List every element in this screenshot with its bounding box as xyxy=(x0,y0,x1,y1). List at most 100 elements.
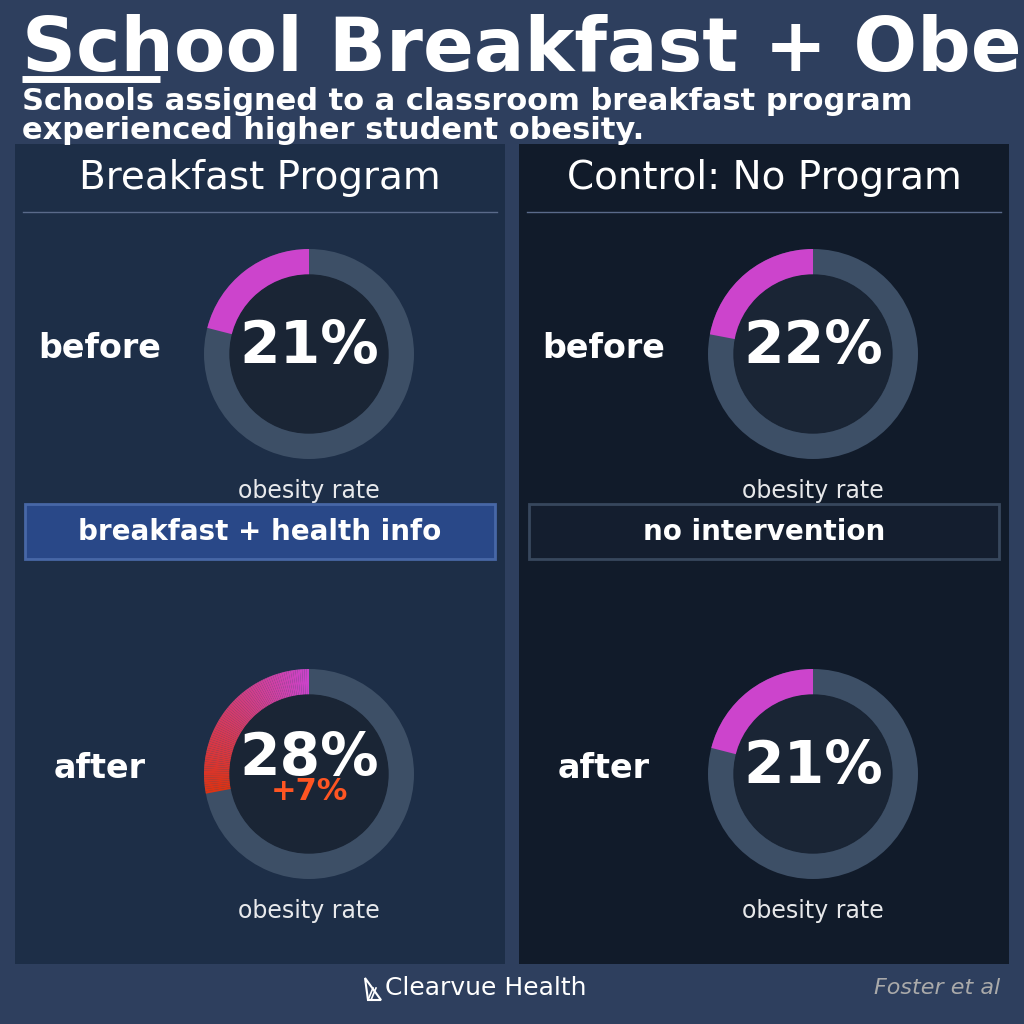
Wedge shape xyxy=(207,748,232,756)
Wedge shape xyxy=(708,249,918,459)
Wedge shape xyxy=(206,787,231,794)
Text: 28%: 28% xyxy=(240,730,379,787)
Wedge shape xyxy=(254,683,269,707)
Wedge shape xyxy=(206,755,231,761)
Wedge shape xyxy=(250,686,266,709)
Text: Foster et al: Foster et al xyxy=(873,978,1000,998)
Wedge shape xyxy=(213,730,238,742)
Wedge shape xyxy=(286,671,294,697)
Wedge shape xyxy=(206,751,232,758)
Wedge shape xyxy=(282,672,290,697)
Wedge shape xyxy=(207,249,309,335)
Wedge shape xyxy=(300,670,304,695)
Wedge shape xyxy=(245,689,262,712)
Wedge shape xyxy=(205,783,230,790)
Wedge shape xyxy=(280,673,289,698)
Text: no intervention: no intervention xyxy=(643,517,885,546)
Text: Breakfast Program: Breakfast Program xyxy=(79,159,440,197)
Wedge shape xyxy=(204,768,230,771)
Wedge shape xyxy=(266,677,279,701)
Wedge shape xyxy=(264,678,276,702)
Wedge shape xyxy=(232,700,253,720)
Wedge shape xyxy=(228,706,249,724)
Wedge shape xyxy=(302,669,305,695)
Wedge shape xyxy=(204,669,414,879)
Wedge shape xyxy=(204,249,414,459)
Wedge shape xyxy=(209,741,233,751)
Text: Schools assigned to a classroom breakfast program: Schools assigned to a classroom breakfas… xyxy=(22,87,912,116)
Wedge shape xyxy=(247,688,263,711)
Wedge shape xyxy=(712,669,813,755)
Text: obesity rate: obesity rate xyxy=(239,899,380,923)
Wedge shape xyxy=(221,715,244,731)
Wedge shape xyxy=(229,703,251,722)
Text: Clearvue Health: Clearvue Health xyxy=(385,976,587,1000)
Wedge shape xyxy=(218,720,241,735)
Wedge shape xyxy=(260,680,273,705)
Wedge shape xyxy=(275,674,285,699)
Wedge shape xyxy=(219,718,242,733)
Wedge shape xyxy=(211,735,236,746)
Wedge shape xyxy=(234,698,254,719)
Wedge shape xyxy=(214,726,239,739)
Text: after: after xyxy=(54,753,146,785)
Text: before: before xyxy=(543,333,666,366)
Wedge shape xyxy=(289,671,295,696)
Wedge shape xyxy=(307,669,309,695)
Text: after: after xyxy=(558,753,650,785)
Wedge shape xyxy=(236,697,255,717)
FancyBboxPatch shape xyxy=(519,144,1009,964)
Wedge shape xyxy=(238,695,257,716)
Wedge shape xyxy=(215,724,240,738)
Text: obesity rate: obesity rate xyxy=(742,479,884,503)
Wedge shape xyxy=(241,692,259,714)
Wedge shape xyxy=(205,764,230,768)
Wedge shape xyxy=(204,777,230,780)
Circle shape xyxy=(734,275,892,433)
Wedge shape xyxy=(304,669,307,695)
Wedge shape xyxy=(226,707,248,725)
Wedge shape xyxy=(207,745,232,755)
Text: +7%: +7% xyxy=(270,777,348,807)
Wedge shape xyxy=(206,753,231,760)
Wedge shape xyxy=(213,728,238,741)
FancyBboxPatch shape xyxy=(25,504,495,559)
Wedge shape xyxy=(268,676,281,701)
Wedge shape xyxy=(204,775,230,777)
Text: School Breakfast + Obesity: School Breakfast + Obesity xyxy=(22,14,1024,87)
Wedge shape xyxy=(295,670,300,695)
Text: experienced higher student obesity.: experienced higher student obesity. xyxy=(22,116,644,145)
Wedge shape xyxy=(256,682,270,706)
Wedge shape xyxy=(222,713,245,729)
Wedge shape xyxy=(272,675,284,699)
Text: 21%: 21% xyxy=(743,737,883,795)
Wedge shape xyxy=(205,757,231,763)
Wedge shape xyxy=(291,671,297,696)
Wedge shape xyxy=(205,762,230,766)
Text: 21%: 21% xyxy=(240,317,379,375)
Wedge shape xyxy=(249,687,265,710)
Wedge shape xyxy=(258,681,272,705)
Circle shape xyxy=(734,695,892,853)
Wedge shape xyxy=(262,679,275,703)
Wedge shape xyxy=(205,780,230,784)
Wedge shape xyxy=(205,759,230,765)
Wedge shape xyxy=(204,771,230,773)
Wedge shape xyxy=(231,701,252,721)
Wedge shape xyxy=(284,672,292,697)
Wedge shape xyxy=(252,684,267,708)
Circle shape xyxy=(230,275,388,433)
Text: Control: No Program: Control: No Program xyxy=(566,159,962,197)
Text: breakfast + health info: breakfast + health info xyxy=(79,517,441,546)
Text: before: before xyxy=(39,333,162,366)
Wedge shape xyxy=(224,711,246,728)
FancyBboxPatch shape xyxy=(15,144,505,964)
Wedge shape xyxy=(212,732,237,744)
Wedge shape xyxy=(204,773,230,775)
Wedge shape xyxy=(205,782,230,786)
Wedge shape xyxy=(708,669,918,879)
Wedge shape xyxy=(298,670,302,695)
Wedge shape xyxy=(225,709,247,726)
FancyBboxPatch shape xyxy=(529,504,999,559)
Wedge shape xyxy=(216,722,241,736)
